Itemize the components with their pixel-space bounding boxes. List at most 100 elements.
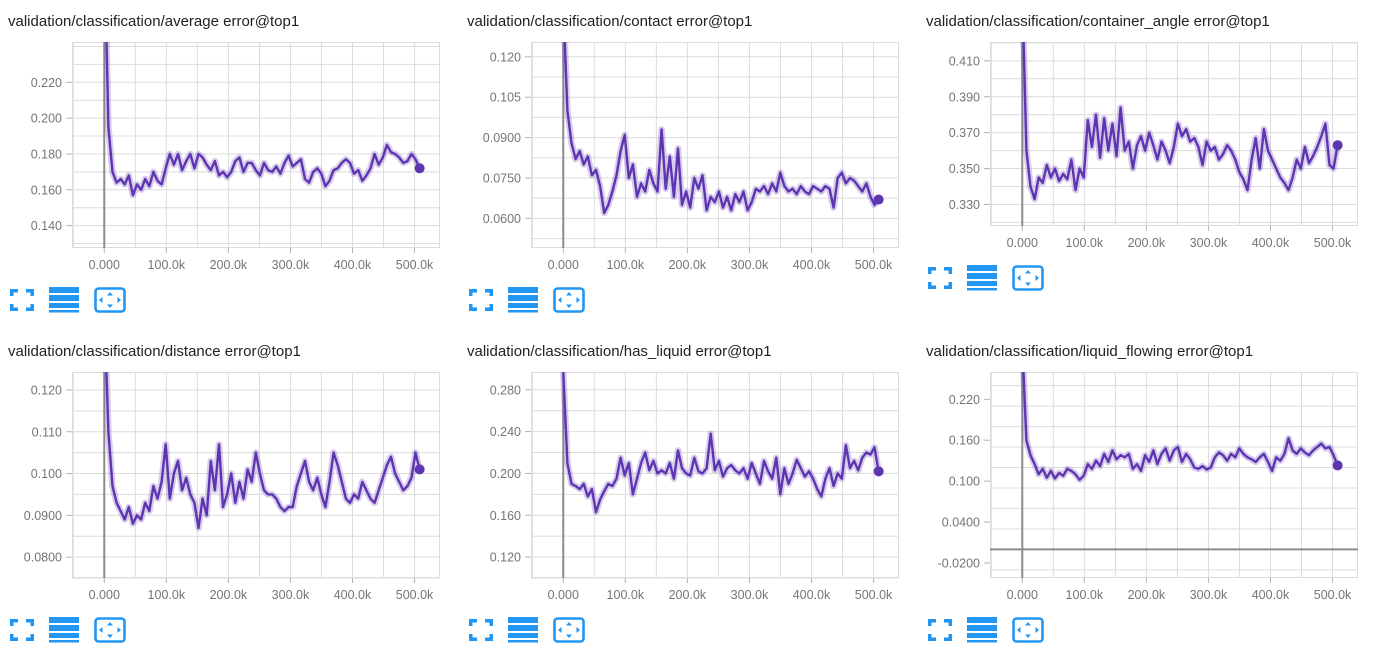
svg-text:0.120: 0.120 xyxy=(31,383,62,397)
chart-toolbar xyxy=(8,615,459,645)
svg-text:0.100: 0.100 xyxy=(31,467,62,481)
svg-text:0.240: 0.240 xyxy=(490,425,521,439)
svg-text:0.0600: 0.0600 xyxy=(483,212,521,226)
svg-text:0.120: 0.120 xyxy=(490,50,521,64)
svg-text:0.110: 0.110 xyxy=(32,425,62,439)
chart-plot-average-error[interactable]: 0.140 0.160 0.180 0.200 0.220 0.000 100.0k 200.… xyxy=(8,42,448,276)
svg-text:-0.0200: -0.0200 xyxy=(938,556,980,570)
chart-toolbar xyxy=(926,263,1376,293)
svg-text:400.0k: 400.0k xyxy=(1252,588,1290,602)
svg-text:0.390: 0.390 xyxy=(949,90,980,104)
svg-text:0.0400: 0.0400 xyxy=(942,516,980,530)
svg-text:300.0k: 300.0k xyxy=(1190,588,1228,602)
svg-text:300.0k: 300.0k xyxy=(1190,236,1228,250)
svg-text:0.410: 0.410 xyxy=(949,54,980,68)
chart-card-distance-error: validation/classification/distance error… xyxy=(0,330,459,652)
svg-text:200.0k: 200.0k xyxy=(1128,236,1166,250)
chart-card-liquid-flowing-error: validation/classification/liquid_flowing… xyxy=(918,330,1376,652)
svg-text:0.370: 0.370 xyxy=(949,126,980,140)
svg-text:0.200: 0.200 xyxy=(31,112,62,126)
data-series-icon[interactable] xyxy=(508,286,538,314)
svg-text:100.0k: 100.0k xyxy=(148,258,186,272)
fullscreen-icon[interactable] xyxy=(928,267,952,289)
svg-text:200.0k: 200.0k xyxy=(1128,588,1166,602)
chart-card-has-liquid-error: validation/classification/has_liquid err… xyxy=(459,330,918,652)
svg-text:0.200: 0.200 xyxy=(490,467,521,481)
chart-plot-has-liquid-error[interactable]: 0.120 0.160 0.200 0.240 0.280 0.000 100.0k 200.… xyxy=(467,372,907,606)
fit-domain-icon[interactable] xyxy=(94,617,126,643)
svg-text:400.0k: 400.0k xyxy=(1252,236,1290,250)
svg-text:0.100: 0.100 xyxy=(949,475,980,489)
svg-text:0.000: 0.000 xyxy=(89,258,120,272)
svg-text:300.0k: 300.0k xyxy=(272,588,310,602)
fullscreen-icon[interactable] xyxy=(469,619,493,641)
svg-text:0.160: 0.160 xyxy=(949,434,980,448)
chart-title: validation/classification/container_angl… xyxy=(926,13,1270,30)
svg-text:400.0k: 400.0k xyxy=(793,258,831,272)
data-series-icon[interactable] xyxy=(967,264,997,292)
svg-text:500.0k: 500.0k xyxy=(396,588,434,602)
fullscreen-icon[interactable] xyxy=(10,619,34,641)
svg-text:300.0k: 300.0k xyxy=(272,258,310,272)
svg-text:500.0k: 500.0k xyxy=(855,588,893,602)
chart-title: validation/classification/contact error@… xyxy=(467,13,753,30)
svg-text:0.140: 0.140 xyxy=(31,219,62,233)
svg-text:0.0750: 0.0750 xyxy=(483,171,521,185)
svg-text:0.160: 0.160 xyxy=(31,183,62,197)
svg-text:200.0k: 200.0k xyxy=(669,588,707,602)
chart-card-contact-error: validation/classification/contact error@… xyxy=(459,0,918,330)
svg-text:100.0k: 100.0k xyxy=(1066,236,1104,250)
chart-title: validation/classification/distance error… xyxy=(8,343,301,360)
svg-text:300.0k: 300.0k xyxy=(731,588,769,602)
svg-text:0.0900: 0.0900 xyxy=(483,131,521,145)
chart-toolbar xyxy=(467,615,918,645)
data-series-icon[interactable] xyxy=(508,616,538,644)
svg-text:0.280: 0.280 xyxy=(490,383,521,397)
fullscreen-icon[interactable] xyxy=(469,289,493,311)
chart-plot-distance-error[interactable]: 0.0800 0.0900 0.100 0.110 0.120 0.000 100.0k 20… xyxy=(8,372,448,606)
svg-text:0.220: 0.220 xyxy=(949,393,980,407)
svg-text:0.330: 0.330 xyxy=(949,198,980,212)
chart-title: validation/classification/average error@… xyxy=(8,13,300,30)
svg-text:0.000: 0.000 xyxy=(548,258,579,272)
chart-plot-contact-error[interactable]: 0.0600 0.0750 0.0900 0.105 0.120 0.000 100.0k 2… xyxy=(467,42,907,276)
svg-text:500.0k: 500.0k xyxy=(855,258,893,272)
svg-text:0.000: 0.000 xyxy=(548,588,579,602)
svg-text:0.000: 0.000 xyxy=(89,588,120,602)
data-series-icon[interactable] xyxy=(49,286,79,314)
svg-text:0.0900: 0.0900 xyxy=(24,509,62,523)
svg-text:400.0k: 400.0k xyxy=(334,588,372,602)
data-series-icon[interactable] xyxy=(49,616,79,644)
fullscreen-icon[interactable] xyxy=(928,619,952,641)
chart-toolbar xyxy=(467,285,918,315)
data-series-icon[interactable] xyxy=(967,616,997,644)
chart-plot-container-angle-error[interactable]: 0.330 0.350 0.370 0.390 0.410 0.000 100.0k 200.… xyxy=(926,42,1366,254)
svg-text:200.0k: 200.0k xyxy=(669,258,707,272)
svg-text:200.0k: 200.0k xyxy=(210,258,248,272)
fit-domain-icon[interactable] xyxy=(1012,617,1044,643)
svg-text:100.0k: 100.0k xyxy=(607,588,645,602)
svg-text:0.350: 0.350 xyxy=(949,162,980,176)
svg-text:400.0k: 400.0k xyxy=(334,258,372,272)
fit-domain-icon[interactable] xyxy=(94,287,126,313)
chart-plot-liquid-flowing-error[interactable]: -0.0200 0.0400 0.100 0.160 0.220 0.000 100.0k 2… xyxy=(926,372,1366,606)
chart-card-container-angle-error: validation/classification/container_angl… xyxy=(918,0,1376,330)
svg-text:0.220: 0.220 xyxy=(31,76,62,90)
svg-text:0.000: 0.000 xyxy=(1007,588,1038,602)
fit-domain-icon[interactable] xyxy=(553,287,585,313)
svg-text:0.0800: 0.0800 xyxy=(24,551,62,565)
svg-text:400.0k: 400.0k xyxy=(793,588,831,602)
svg-text:500.0k: 500.0k xyxy=(1314,588,1352,602)
fit-domain-icon[interactable] xyxy=(1012,265,1044,291)
fit-domain-icon[interactable] xyxy=(553,617,585,643)
svg-text:300.0k: 300.0k xyxy=(731,258,769,272)
svg-text:100.0k: 100.0k xyxy=(1066,588,1104,602)
svg-text:0.120: 0.120 xyxy=(490,551,521,565)
svg-text:0.000: 0.000 xyxy=(1007,236,1038,250)
chart-title: validation/classification/has_liquid err… xyxy=(467,343,772,360)
fullscreen-icon[interactable] xyxy=(10,289,34,311)
chart-card-average-error: validation/classification/average error@… xyxy=(0,0,459,330)
svg-text:200.0k: 200.0k xyxy=(210,588,248,602)
svg-text:500.0k: 500.0k xyxy=(1314,236,1352,250)
